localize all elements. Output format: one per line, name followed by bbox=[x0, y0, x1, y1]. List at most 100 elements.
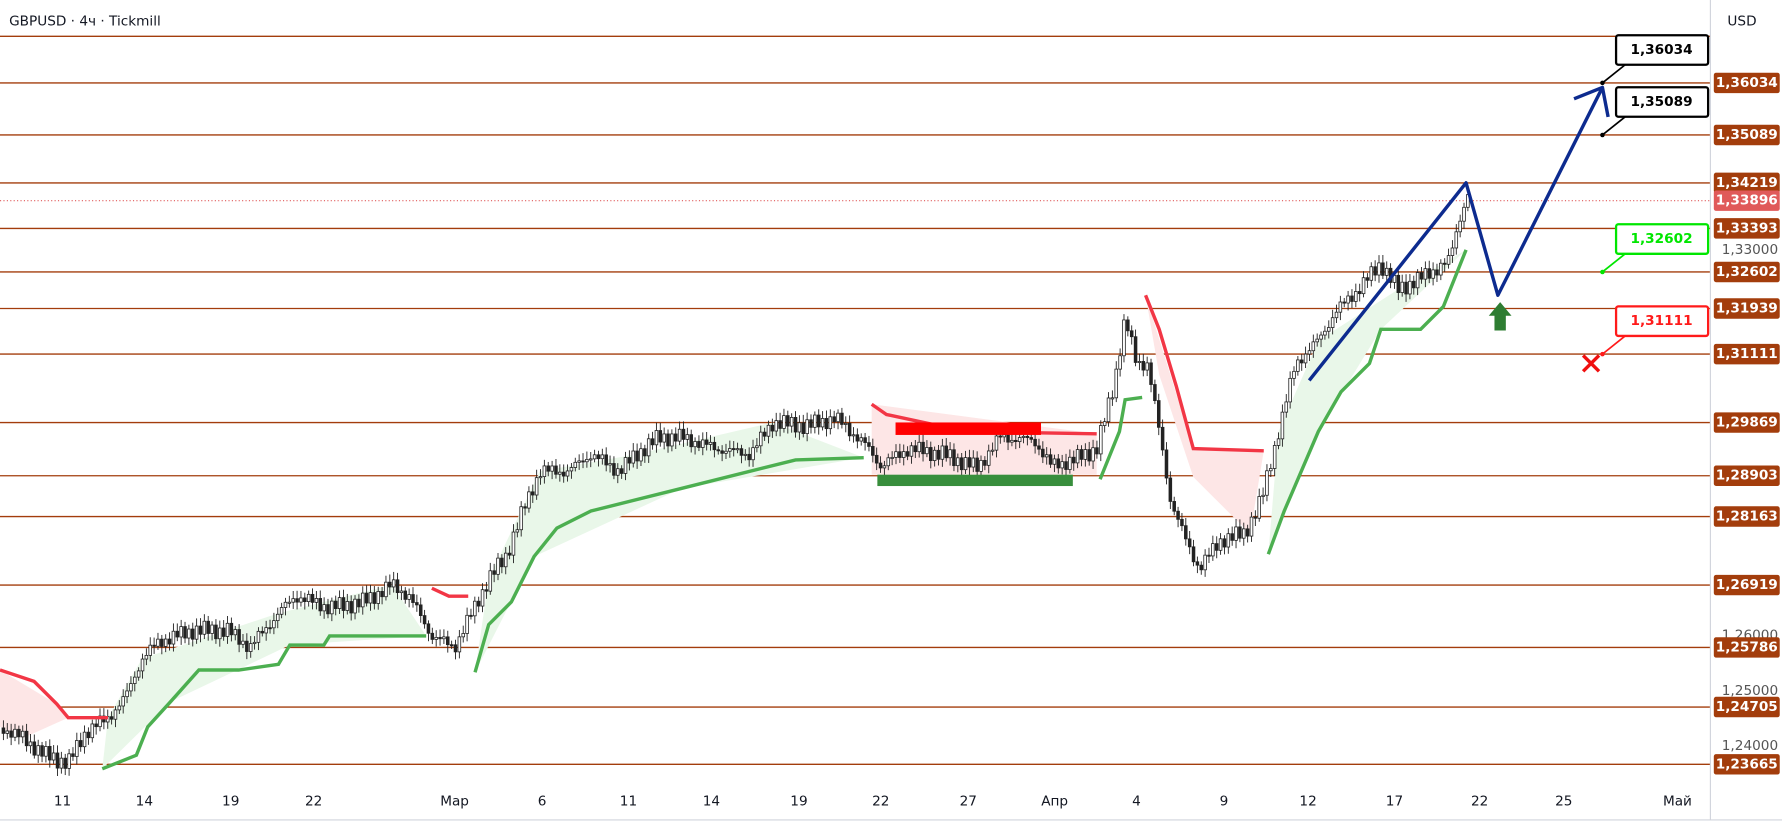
candle-body bbox=[299, 597, 303, 603]
candle-body bbox=[453, 644, 458, 653]
candle-body bbox=[820, 418, 825, 428]
candle-body bbox=[503, 552, 508, 568]
callout-label: 1,35089 bbox=[1630, 94, 1692, 110]
candle-body bbox=[836, 412, 840, 423]
candle-body bbox=[1238, 526, 1242, 539]
candle-body bbox=[326, 604, 330, 615]
candle-body bbox=[1419, 272, 1424, 280]
candle-body bbox=[596, 454, 601, 460]
stop-cross bbox=[1581, 354, 1601, 373]
candle-body bbox=[1284, 401, 1289, 413]
candle-body bbox=[133, 676, 137, 684]
candle-body bbox=[990, 449, 995, 452]
level-tag bbox=[1713, 465, 1780, 486]
candle-body bbox=[952, 449, 956, 467]
candle-body bbox=[762, 431, 767, 437]
candle-body bbox=[17, 728, 21, 738]
level-label: 1,31111 bbox=[1716, 346, 1778, 362]
candle-body bbox=[384, 581, 388, 598]
candle-body bbox=[1176, 510, 1180, 520]
candle-body bbox=[206, 620, 210, 634]
candle-body bbox=[565, 470, 570, 477]
candle-body bbox=[716, 449, 721, 452]
candle-body bbox=[1412, 280, 1416, 289]
candle-body bbox=[735, 448, 740, 451]
time-label: 19 bbox=[790, 794, 807, 810]
candle-body bbox=[275, 613, 280, 622]
level-tag bbox=[1713, 261, 1780, 283]
candle-body bbox=[581, 460, 585, 463]
candle-body bbox=[627, 457, 632, 464]
candle-body bbox=[975, 457, 979, 472]
level-tag bbox=[1713, 506, 1780, 527]
time-label: 11 bbox=[620, 794, 637, 810]
candle-body bbox=[824, 418, 829, 430]
level-label: 1,35089 bbox=[1716, 127, 1778, 143]
candle-body bbox=[194, 625, 199, 640]
candle-body bbox=[948, 449, 952, 459]
candle-body bbox=[569, 467, 574, 472]
level-tag bbox=[1713, 218, 1780, 239]
candle-body bbox=[847, 422, 852, 437]
candle-body bbox=[322, 604, 326, 612]
candle-body bbox=[1280, 411, 1285, 440]
candle-body bbox=[71, 753, 75, 757]
candle-body bbox=[913, 445, 918, 453]
candle-body bbox=[268, 627, 272, 630]
candle-body bbox=[1064, 461, 1068, 470]
candle-body bbox=[1156, 400, 1161, 428]
candle-body bbox=[1338, 301, 1343, 313]
level-label: 1,29869 bbox=[1716, 415, 1778, 431]
level-tag bbox=[1713, 637, 1780, 658]
candle-body bbox=[921, 441, 925, 455]
candle-body bbox=[925, 447, 929, 455]
candle-body bbox=[1427, 268, 1431, 279]
candle-body bbox=[1334, 311, 1339, 319]
level-label: 1,36034 bbox=[1716, 75, 1778, 91]
candle-body bbox=[1068, 456, 1072, 470]
candle-body bbox=[882, 465, 887, 469]
candle-body bbox=[318, 598, 323, 612]
price-label: 1,25000 bbox=[1722, 683, 1778, 699]
candle-body bbox=[492, 570, 496, 575]
candle-body bbox=[1330, 317, 1335, 328]
level-label: 1,26919 bbox=[1716, 577, 1778, 593]
candle-body bbox=[264, 627, 268, 634]
candle-body bbox=[1354, 291, 1358, 302]
candle-body bbox=[248, 643, 253, 652]
candle-body bbox=[1141, 361, 1146, 371]
level-tag bbox=[1713, 574, 1780, 596]
candle-body bbox=[778, 420, 782, 429]
candle-body bbox=[979, 459, 983, 472]
candle-body bbox=[1010, 439, 1014, 443]
candle-body bbox=[1056, 458, 1061, 469]
candle-body bbox=[44, 746, 48, 757]
candle-body bbox=[136, 670, 141, 678]
candle-body bbox=[1319, 334, 1323, 340]
candle-body bbox=[874, 454, 879, 464]
candle-body bbox=[1106, 397, 1111, 423]
candle-body bbox=[689, 434, 693, 448]
candle-body bbox=[1442, 262, 1447, 265]
candle-body bbox=[693, 441, 697, 448]
candle-body bbox=[550, 465, 554, 472]
candle-body bbox=[109, 716, 114, 720]
candle-body bbox=[1149, 362, 1153, 385]
candle-body bbox=[1361, 277, 1366, 295]
candle-body bbox=[1446, 255, 1451, 265]
candle-body bbox=[1002, 434, 1006, 438]
candle-body bbox=[1327, 327, 1331, 332]
candle-body bbox=[986, 450, 991, 466]
candle-body bbox=[287, 601, 292, 604]
candle-body bbox=[654, 430, 659, 446]
candle-body bbox=[816, 414, 821, 428]
candle-body bbox=[129, 683, 133, 692]
candle-body bbox=[1242, 528, 1246, 539]
zone bbox=[102, 584, 427, 769]
candle-body bbox=[708, 441, 713, 445]
candle-body bbox=[229, 622, 234, 636]
candle-body bbox=[507, 552, 512, 556]
candle-body bbox=[1226, 533, 1231, 548]
candle-body bbox=[917, 441, 921, 453]
level-label: 1,23665 bbox=[1716, 756, 1778, 772]
